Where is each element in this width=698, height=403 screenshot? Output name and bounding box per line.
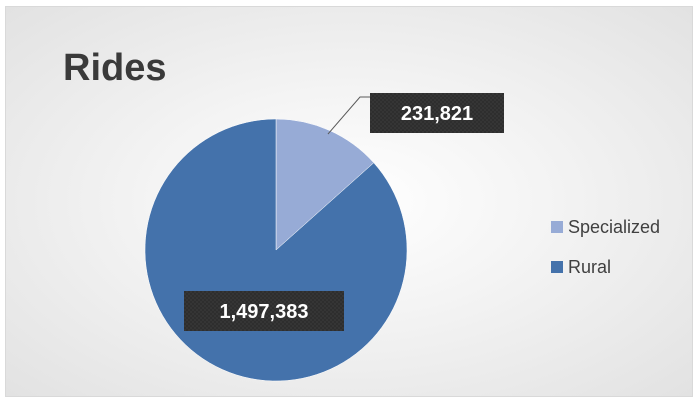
legend-item-specialized: Specialized: [551, 216, 660, 238]
legend-swatch-specialized: [551, 221, 563, 233]
legend-item-rural: Rural: [551, 256, 660, 278]
legend-swatch-rural: [551, 261, 563, 273]
legend: Specialized Rural: [551, 216, 660, 296]
legend-label-rural: Rural: [568, 256, 612, 277]
leader-line-specialized: [327, 96, 370, 135]
legend-label-specialized: Specialized: [568, 216, 661, 237]
pie-slices: [144, 118, 408, 382]
chart-title: Rides: [63, 47, 167, 89]
data-label-specialized: 231,821: [401, 103, 473, 125]
pie-slice-specialized: [275, 118, 375, 251]
data-label-rural: 1,497,383: [220, 301, 309, 323]
chart-area: Rides 231,821 1,497,383 Specialized Rural: [5, 6, 693, 397]
pie-chart: 231,821 1,497,383: [144, 93, 504, 382]
data-label-box-specialized: [370, 93, 504, 133]
data-label-box-rural: [184, 291, 344, 331]
data-labels: 231,821 1,497,383: [184, 93, 504, 331]
